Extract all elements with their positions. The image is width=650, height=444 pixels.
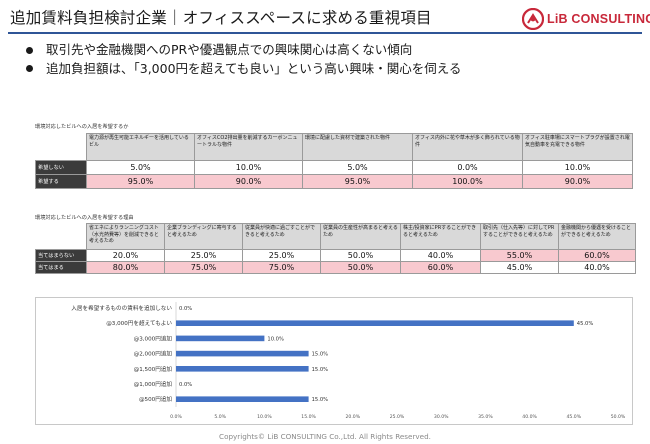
- chart-bar: [176, 335, 265, 342]
- chart-bar: [176, 396, 309, 402]
- table1-header: オフィスCO2排出量を削減するカーボンニュートラルな物件: [194, 133, 303, 161]
- chart-frame: [35, 297, 633, 425]
- chart-value-label: 15.0%: [312, 367, 329, 373]
- chart-category-label: @2,000円追加: [134, 350, 173, 358]
- table-cell: 45.0%: [480, 261, 559, 274]
- table-cell: 25.0%: [242, 249, 321, 262]
- table-cell: 90.0%: [522, 174, 633, 189]
- table-cell: 40.0%: [400, 249, 481, 262]
- table1-header-row: 電力源が再生可能エネルギーを活用しているビル オフィスCO2排出量を削減するカー…: [35, 133, 633, 161]
- chart-tick-label: 15.0%: [301, 414, 316, 420]
- table2: 省エネによりランニングコスト（水光熱費等）を削減できると考えるため 企業ブランデ…: [35, 223, 636, 274]
- table-cell: 55.0%: [480, 249, 559, 262]
- chart-tick-label: 10.0%: [257, 414, 272, 420]
- company-logo: LiB CONSULTING: [522, 8, 650, 30]
- footer-copyright: Copyrights© LiB CONSULTING Co.,Ltd. All …: [219, 432, 431, 441]
- table1-header: オフィス内外に花や草木が多く飾られている物件: [412, 133, 523, 161]
- bullet-dot-icon: [26, 46, 33, 54]
- table-cell: 75.0%: [164, 261, 243, 274]
- chart-category-label: 入居を希望するものの賃料を追加しない: [71, 304, 172, 312]
- table-cell: 0.0%: [412, 160, 523, 175]
- table-cell: 10.0%: [522, 160, 633, 175]
- chart-bar: [176, 320, 574, 326]
- row-label: 当てはまらない: [35, 249, 87, 262]
- chart-tick-label: 20.0%: [346, 414, 361, 420]
- table-row: 希望する 95.0% 90.0% 95.0% 100.0% 90.0%: [35, 174, 633, 189]
- table-cell: 90.0%: [194, 174, 303, 189]
- table1-corner: [35, 133, 87, 161]
- table-cell: 60.0%: [558, 249, 636, 262]
- bar-chart: 入居を希望するものの賃料を追加しない 0.0% @3,000円を超えてもよい 45.0…: [71, 302, 626, 420]
- table2-header: 従業員の生産性が高まると考えるため: [320, 223, 401, 250]
- table2-caption: 環境対応したビルへの入居を希望する理由: [35, 215, 134, 221]
- table1-caption: 環境対応したビルへの入居を希望するか: [35, 124, 129, 130]
- chart-tick-label: 30.0%: [434, 414, 449, 420]
- table2-header: 従業員が快適に過ごすことができると考えるため: [242, 223, 321, 250]
- logo-text: LiB CONSULTING: [547, 12, 650, 26]
- table-row: 当てはまる 80.0% 75.0% 75.0% 50.0% 60.0% 45.0…: [35, 261, 636, 274]
- table-cell: 95.0%: [86, 174, 195, 189]
- bullet-text: 追加負担額は、「3,000円を超えても良い」という高い興味・関心を伺える: [46, 60, 462, 76]
- table-cell: 40.0%: [558, 261, 636, 274]
- page-title: 追加賃料負担検討企業｜オフィススペースに求める重視項目: [10, 9, 432, 27]
- table-cell: 60.0%: [400, 261, 481, 274]
- chart-tick-label: 50.0%: [611, 414, 626, 420]
- table2-header-row: 省エネによりランニングコスト（水光熱費等）を削減できると考えるため 企業ブランデ…: [35, 223, 636, 250]
- chart-tick-label: 45.0%: [567, 414, 582, 420]
- chart-tick-label: 40.0%: [522, 414, 537, 420]
- bullet-list: 取引先や金融機関へのPRや優遇観点での興味関心は高くない傾向 追加負担額は、「3…: [26, 41, 461, 78]
- table2-header: 取引先（仕入先等）に対してPRすることができると考えるため: [480, 223, 559, 250]
- chart-value-label: 15.0%: [312, 397, 329, 403]
- table2-corner: [35, 223, 87, 250]
- chart-bar: [176, 350, 309, 357]
- table-cell: 75.0%: [242, 261, 321, 274]
- table2-header: 金融機関から優遇を受けることができると考えるため: [558, 223, 636, 250]
- table1-header: 環境に配慮した資材で建築された物件: [302, 133, 413, 161]
- table-row: 希望しない 5.0% 10.0% 5.0% 0.0% 10.0%: [35, 160, 633, 175]
- table-cell: 25.0%: [164, 249, 243, 262]
- table2-header: 株主/投資家にPRすることができると考えるため: [400, 223, 481, 250]
- chart-value-label: 45.0%: [577, 321, 594, 327]
- chart-tick-label: 25.0%: [390, 414, 405, 420]
- table2-header: 省エネによりランニングコスト（水光熱費等）を削減できると考えるため: [86, 223, 165, 250]
- chart-value-label: 0.0%: [179, 306, 192, 312]
- bullet-item: 取引先や金融機関へのPRや優遇観点での興味関心は高くない傾向: [26, 41, 461, 60]
- table-cell: 5.0%: [302, 160, 413, 175]
- row-label: 当てはまる: [35, 261, 87, 274]
- table-cell: 80.0%: [86, 261, 165, 274]
- table-cell: 20.0%: [86, 249, 165, 262]
- table-cell: 95.0%: [302, 174, 413, 189]
- bullet-item: 追加負担額は、「3,000円を超えても良い」という高い興味・関心を伺える: [26, 60, 461, 79]
- table-cell: 50.0%: [320, 249, 401, 262]
- chart-value-label: 0.0%: [179, 382, 192, 388]
- title-divider: [8, 32, 642, 34]
- table-cell: 10.0%: [194, 160, 303, 175]
- row-label: 希望しない: [35, 160, 87, 175]
- table1-header: オフィス駐車場にスマートプラグが設置され電気自動車を充電できる物件: [522, 133, 633, 161]
- chart-value-label: 15.0%: [312, 352, 329, 358]
- table1: 電力源が再生可能エネルギーを活用しているビル オフィスCO2排出量を削減するカー…: [35, 133, 633, 189]
- row-label: 希望する: [35, 174, 87, 189]
- chart-category-label: @3,000円追加: [134, 334, 173, 342]
- chart-category-label: @500円追加: [139, 395, 172, 403]
- chart-category-label: @3,000円を超えてもよい: [106, 319, 172, 327]
- lib-logo-icon: [522, 8, 544, 30]
- chart-tick-label: 0.0%: [170, 414, 182, 420]
- table2-header: 企業ブランディングに寄与すると考えるため: [164, 223, 243, 250]
- bullet-text: 取引先や金融機関へのPRや優遇観点での興味関心は高くない傾向: [46, 42, 413, 57]
- chart-bar: [176, 366, 309, 372]
- chart-tick-label: 5.0%: [214, 414, 226, 420]
- table1-header: 電力源が再生可能エネルギーを活用しているビル: [86, 133, 195, 161]
- table-row: 当てはまらない 20.0% 25.0% 25.0% 50.0% 40.0% 55…: [35, 249, 636, 262]
- table-cell: 100.0%: [412, 174, 523, 189]
- bullet-dot-icon: [26, 65, 33, 73]
- chart-category-label: @1,000円追加: [134, 380, 173, 388]
- chart-value-label: 10.0%: [267, 336, 284, 342]
- chart-category-label: @1,500円追加: [134, 365, 173, 373]
- table-cell: 50.0%: [320, 261, 401, 274]
- chart-tick-label: 35.0%: [478, 414, 493, 420]
- table-cell: 5.0%: [86, 160, 195, 175]
